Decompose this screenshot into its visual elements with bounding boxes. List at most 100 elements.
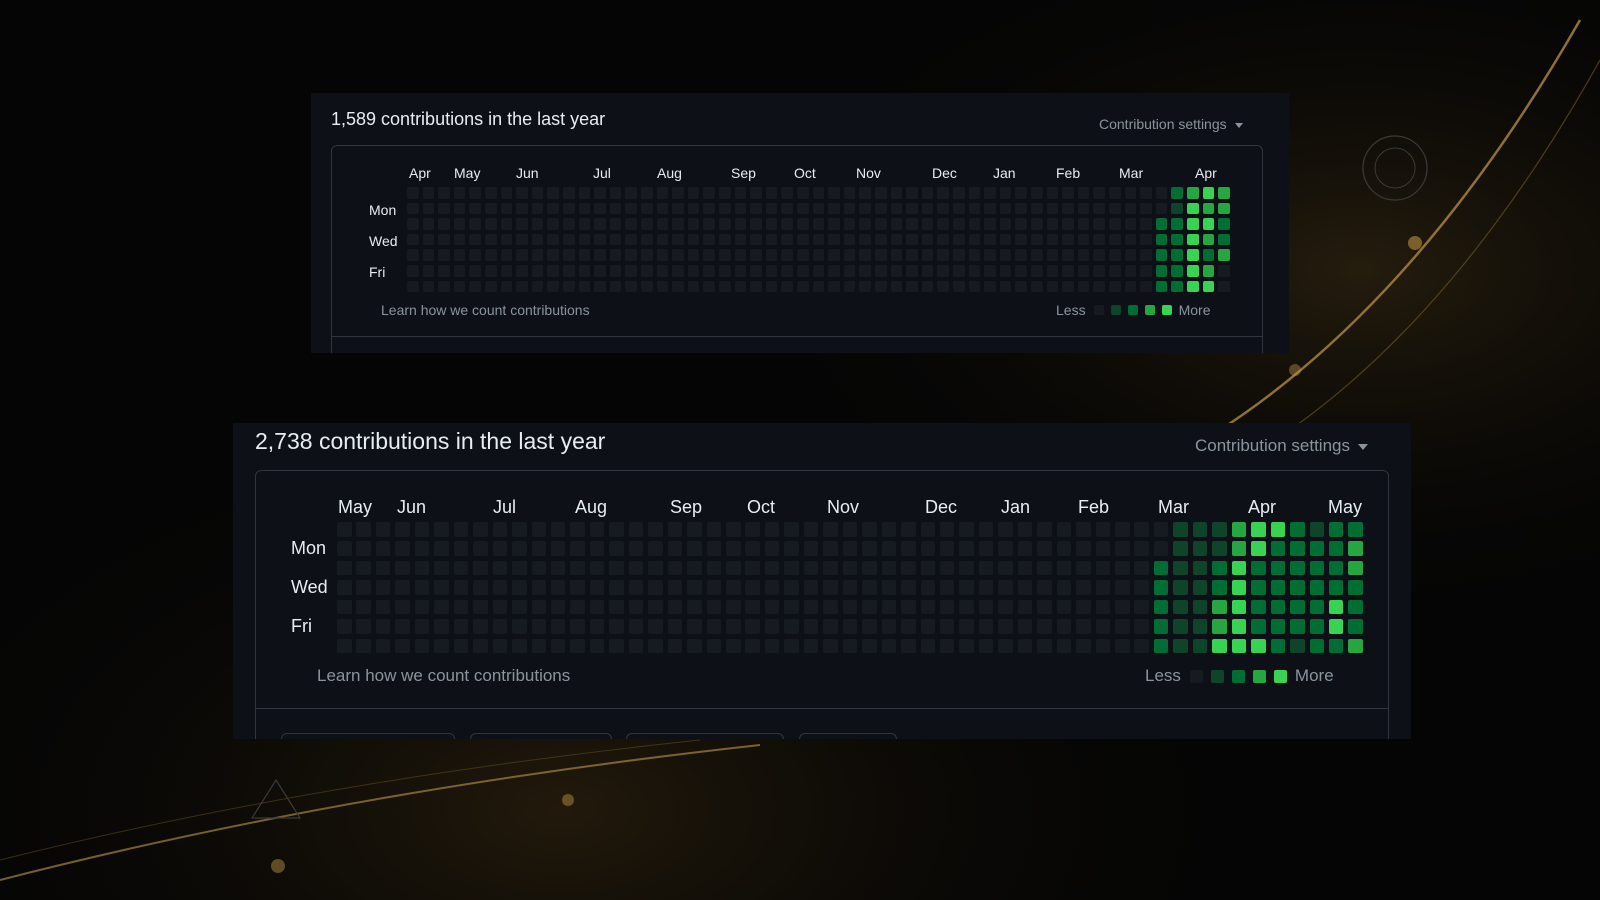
- contribution-day-cell[interactable]: [337, 522, 352, 537]
- contribution-day-cell[interactable]: [550, 599, 566, 615]
- contribution-day-cell[interactable]: [734, 202, 747, 215]
- contribution-day-cell[interactable]: [667, 580, 683, 595]
- contribution-day-cell[interactable]: [492, 580, 508, 595]
- contribution-day-cell[interactable]: [1015, 249, 1027, 261]
- contribution-day-cell[interactable]: [1192, 599, 1208, 615]
- contribution-day-cell[interactable]: [485, 218, 497, 230]
- contribution-day-cell[interactable]: [797, 202, 809, 215]
- contribution-day-cell[interactable]: [1270, 541, 1286, 556]
- contribution-day-cell[interactable]: [594, 202, 606, 215]
- contribution-day-cell[interactable]: [843, 249, 856, 261]
- contribution-day-cell[interactable]: [921, 265, 934, 277]
- contribution-day-cell[interactable]: [1140, 187, 1152, 199]
- activity-tab[interactable]: [470, 733, 612, 739]
- contribution-day-cell[interactable]: [1056, 541, 1072, 556]
- contribution-day-cell[interactable]: [1153, 560, 1169, 576]
- contribution-day-cell[interactable]: [594, 280, 606, 293]
- contribution-day-cell[interactable]: [859, 202, 871, 215]
- contribution-day-cell[interactable]: [959, 541, 974, 556]
- contribution-day-cell[interactable]: [1037, 522, 1052, 537]
- contribution-day-cell[interactable]: [356, 580, 371, 595]
- contribution-day-cell[interactable]: [1124, 233, 1137, 246]
- contribution-day-cell[interactable]: [1077, 218, 1090, 230]
- contribution-day-cell[interactable]: [862, 541, 877, 556]
- contribution-day-cell[interactable]: [375, 560, 391, 576]
- contribution-day-cell[interactable]: [1212, 619, 1227, 634]
- contribution-day-cell[interactable]: [547, 249, 559, 261]
- contribution-day-cell[interactable]: [765, 280, 778, 293]
- contribution-day-cell[interactable]: [1077, 265, 1090, 277]
- contribution-day-cell[interactable]: [1173, 638, 1188, 654]
- contribution-day-cell[interactable]: [875, 249, 887, 261]
- contribution-day-cell[interactable]: [687, 249, 700, 261]
- contribution-day-cell[interactable]: [750, 202, 762, 215]
- contribution-day-cell[interactable]: [609, 638, 624, 654]
- contribution-day-cell[interactable]: [1076, 541, 1091, 556]
- contribution-day-cell[interactable]: [414, 599, 430, 615]
- contribution-day-cell[interactable]: [890, 265, 903, 277]
- contribution-day-cell[interactable]: [531, 638, 546, 654]
- contribution-day-cell[interactable]: [843, 280, 856, 293]
- contribution-day-cell[interactable]: [1037, 638, 1052, 654]
- contribution-day-cell[interactable]: [375, 638, 391, 654]
- contribution-day-cell[interactable]: [1095, 599, 1111, 615]
- contribution-day-cell[interactable]: [859, 218, 871, 230]
- contribution-day-cell[interactable]: [842, 541, 858, 556]
- contribution-day-cell[interactable]: [1251, 580, 1266, 595]
- contribution-day-cell[interactable]: [434, 580, 449, 595]
- contribution-day-cell[interactable]: [1037, 541, 1052, 556]
- contribution-day-cell[interactable]: [563, 249, 575, 261]
- activity-tab[interactable]: [626, 733, 784, 739]
- contribution-day-cell[interactable]: [998, 541, 1013, 556]
- contribution-day-cell[interactable]: [1348, 599, 1363, 615]
- contribution-day-cell[interactable]: [407, 265, 419, 277]
- contribution-day-cell[interactable]: [921, 202, 934, 215]
- contribution-day-cell[interactable]: [1251, 541, 1266, 556]
- contribution-day-cell[interactable]: [687, 233, 700, 246]
- contribution-day-cell[interactable]: [920, 580, 935, 595]
- contribution-day-cell[interactable]: [875, 265, 887, 277]
- contribution-day-cell[interactable]: [842, 619, 858, 634]
- contribution-day-cell[interactable]: [609, 522, 624, 537]
- contribution-day-cell[interactable]: [1251, 599, 1266, 615]
- contribution-day-cell[interactable]: [438, 218, 450, 230]
- contribution-day-cell[interactable]: [703, 265, 715, 277]
- contribution-day-cell[interactable]: [531, 599, 546, 615]
- contribution-day-cell[interactable]: [859, 249, 871, 261]
- contribution-day-cell[interactable]: [719, 202, 731, 215]
- contribution-day-cell[interactable]: [1309, 580, 1324, 595]
- contribution-day-cell[interactable]: [1192, 638, 1208, 654]
- contribution-day-cell[interactable]: [434, 619, 449, 634]
- contribution-day-cell[interactable]: [687, 265, 700, 277]
- contribution-day-cell[interactable]: [1046, 202, 1059, 215]
- contribution-day-cell[interactable]: [1056, 599, 1072, 615]
- contribution-day-cell[interactable]: [422, 202, 435, 215]
- contribution-day-cell[interactable]: [1290, 541, 1305, 556]
- contribution-day-cell[interactable]: [550, 541, 566, 556]
- contribution-day-cell[interactable]: [434, 560, 449, 576]
- contribution-day-cell[interactable]: [547, 218, 559, 230]
- contribution-day-cell[interactable]: [706, 619, 722, 634]
- contribution-day-cell[interactable]: [672, 265, 684, 277]
- contribution-day-cell[interactable]: [512, 599, 527, 615]
- contribution-day-cell[interactable]: [706, 560, 722, 576]
- contribution-day-cell[interactable]: [1056, 560, 1072, 576]
- contribution-day-cell[interactable]: [687, 202, 700, 215]
- contribution-day-cell[interactable]: [667, 619, 683, 634]
- contribution-day-cell[interactable]: [1171, 249, 1183, 261]
- contribution-day-cell[interactable]: [937, 202, 949, 215]
- contribution-day-cell[interactable]: [589, 560, 605, 576]
- contribution-day-cell[interactable]: [1115, 619, 1130, 634]
- contribution-day-cell[interactable]: [999, 249, 1012, 261]
- contribution-day-cell[interactable]: [859, 280, 871, 293]
- contribution-day-cell[interactable]: [1077, 202, 1090, 215]
- contribution-day-cell[interactable]: [570, 541, 585, 556]
- contribution-day-cell[interactable]: [531, 541, 546, 556]
- contribution-day-cell[interactable]: [1348, 541, 1363, 556]
- contribution-day-cell[interactable]: [959, 560, 974, 576]
- contribution-day-cell[interactable]: [750, 265, 762, 277]
- contribution-day-cell[interactable]: [875, 202, 887, 215]
- contribution-day-cell[interactable]: [687, 541, 702, 556]
- contribution-day-cell[interactable]: [859, 233, 871, 246]
- contribution-day-cell[interactable]: [672, 249, 684, 261]
